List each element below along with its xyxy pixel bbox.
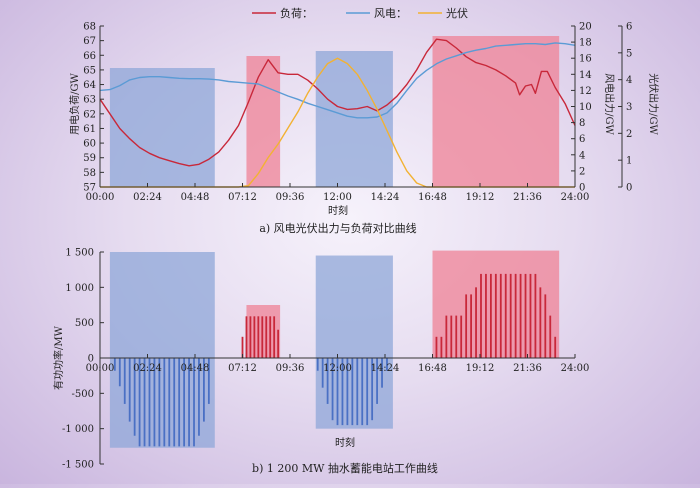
chart-a-ytick-wind-5: 10 [579, 102, 592, 113]
chart-a-xtick-2: 04:48 [181, 192, 210, 203]
chart-a-ytick-load-6: 63 [83, 95, 96, 106]
chart-a-ytick-load-2: 59 [83, 153, 96, 164]
chart-a-xtick-4: 09:36 [276, 192, 305, 203]
chart-a-ytick-pv-0: 0 [626, 183, 632, 194]
chart-a-wind-pv-load: 5758596061626364656667680246810121416182… [68, 6, 660, 235]
chart-a-ytick-wind-1: 2 [579, 166, 585, 177]
chart-a-ytick-wind-4: 8 [579, 118, 585, 129]
chart-b-xtick-9: 21:36 [513, 363, 542, 374]
chart-a-xtick-9: 21:36 [513, 192, 542, 203]
chart-a-ytick-load-3: 60 [83, 139, 96, 150]
chart-a-xlabel: 时刻 [328, 204, 348, 217]
chart-b-xtick-0: 00:00 [86, 363, 115, 374]
chart-a-xtick-7: 16:48 [418, 192, 447, 203]
chart-a-ytick-load-11: 68 [83, 22, 96, 33]
chart-b-xtick-8: 19:12 [466, 363, 495, 374]
chart-a-ytick-pv-5: 5 [626, 48, 632, 59]
chart-a-ylabel-load: 用电负荷/GW [68, 72, 81, 134]
chart-b-xtick-2: 04:48 [181, 363, 210, 374]
chart-a-ytick-wind-0: 0 [579, 183, 585, 194]
chart-a-ylabel-wind: 风电出力/GW [603, 73, 616, 135]
chart-a-legend: 负荷： 风电： 光伏 [252, 6, 468, 20]
chart-a-caption: a) 风电光伏出力与负荷对比曲线 [259, 221, 416, 235]
chart-b-band-0 [109, 252, 215, 448]
legend-label-0: 负荷： [280, 6, 313, 20]
chart-a-ylabel-pv: 光伏出力/GW [647, 73, 660, 135]
chart-a-ytick-wind-2: 4 [579, 150, 585, 161]
chart-a-ytick-load-0: 57 [83, 183, 96, 194]
chart-b-ytick-2: -500 [72, 389, 94, 400]
chart-b-ytick-1: -1 000 [62, 424, 94, 435]
chart-a-ytick-pv-6: 6 [626, 22, 632, 33]
chart-a-xtick-5: 12:00 [323, 192, 352, 203]
chart-a-ytick-wind-10: 20 [579, 22, 592, 33]
chart-a-band-1 [246, 56, 281, 187]
chart-a-xtick-10: 24:00 [561, 192, 590, 203]
chart-a-ytick-pv-1: 1 [626, 156, 632, 167]
chart-b-ytick-0: -1 500 [62, 460, 94, 471]
chart-b-xtick-3: 07:12 [228, 363, 257, 374]
chart-a-ytick-pv-4: 4 [626, 75, 632, 86]
chart-b-xlabel: 时刻 [335, 436, 355, 449]
chart-a-xtick-3: 07:12 [228, 192, 257, 203]
legend-label-2: 光伏 [446, 6, 468, 20]
chart-b-ytick-4: 500 [75, 318, 94, 329]
chart-a-ytick-wind-3: 6 [579, 134, 585, 145]
chart-a-xtick-8: 19:12 [466, 192, 495, 203]
chart-b-band-2 [315, 255, 393, 429]
chart-b-xtick-4: 09:36 [276, 363, 305, 374]
chart-a-ytick-pv-3: 3 [626, 102, 632, 113]
chart-a-xtick-0: 00:00 [86, 192, 115, 203]
chart-a-ytick-load-9: 66 [83, 51, 96, 62]
chart-b-xtick-1: 02:24 [133, 363, 162, 374]
legend-label-1: 风电： [374, 7, 407, 20]
chart-a-ytick-load-1: 58 [83, 168, 96, 179]
chart-b-ytick-3: 0 [88, 354, 94, 365]
chart-b-xtick-5: 12:00 [323, 363, 352, 374]
chart-b-xtick-7: 16:48 [418, 363, 447, 374]
chart-a-ytick-wind-7: 14 [579, 70, 592, 81]
chart-a-ytick-load-7: 64 [83, 80, 96, 91]
chart-a-xtick-6: 14:24 [371, 192, 400, 203]
chart-b-ytick-6: 1 500 [65, 248, 94, 259]
chart-a-ytick-wind-8: 16 [579, 54, 592, 65]
chart-b-xtick-10: 24:00 [561, 363, 590, 374]
chart-b-ylabel: 有功功率/MW [52, 325, 65, 390]
chart-a-band-2 [315, 51, 393, 187]
chart-a-ytick-load-4: 61 [83, 124, 96, 135]
chart-a-series-line-1 [99, 42, 576, 119]
chart-a-band-0 [109, 68, 215, 187]
chart-a-band-3 [432, 36, 560, 187]
chart-b-xtick-6: 14:24 [371, 363, 400, 374]
chart-a-ytick-load-8: 65 [83, 65, 96, 76]
chart-a-ytick-wind-9: 18 [579, 38, 592, 49]
chart-b-pumped-storage: -1 500 -1 000 -500 0 500 1 000 1 500 00:00 02:24… [52, 248, 589, 476]
chart-a-ytick-load-10: 67 [83, 36, 96, 47]
chart-a-ytick-wind-6: 12 [579, 86, 592, 97]
chart-b-caption: b) 1 200 MW 抽水蓄能电站工作曲线 [252, 461, 438, 475]
chart-a-ytick-load-5: 62 [83, 109, 96, 120]
chart-a-xtick-1: 02:24 [133, 192, 162, 203]
chart-a-ytick-pv-2: 2 [626, 129, 632, 140]
chart-a-series-line-2 [100, 57, 575, 188]
chart-a-series-line-0 [99, 38, 576, 167]
chart-b-ytick-5: 1 000 [65, 283, 94, 294]
